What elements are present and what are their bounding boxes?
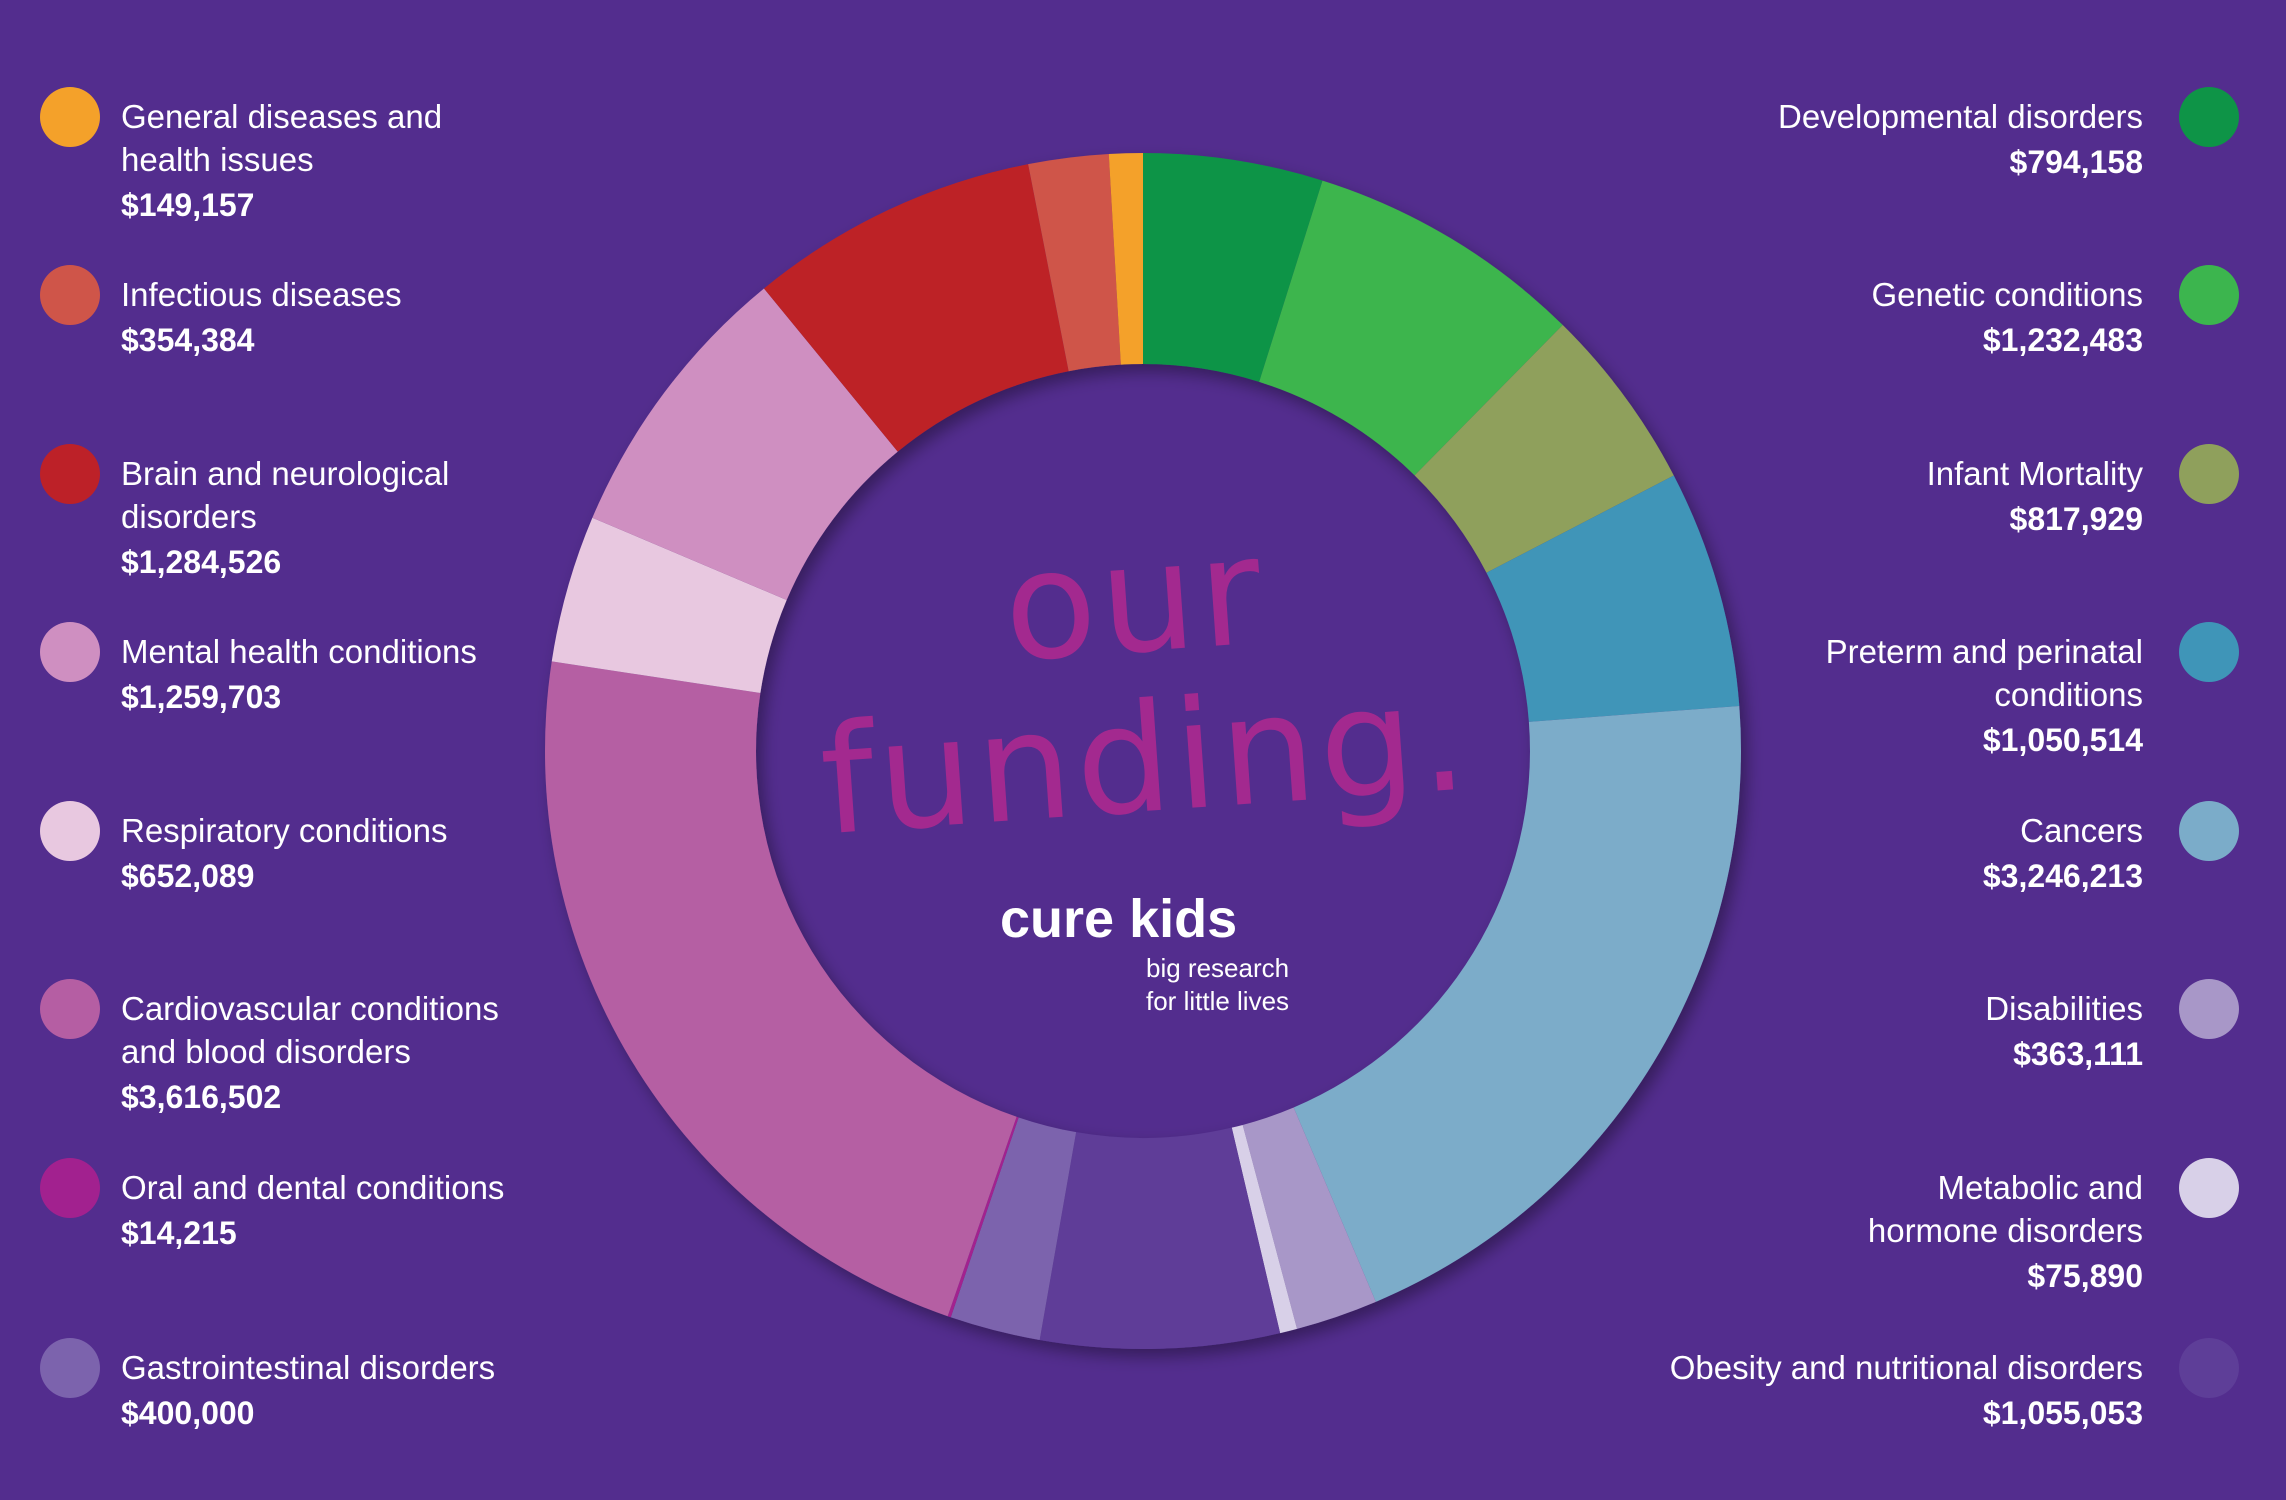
legend-value: $1,259,703 [121, 679, 282, 715]
legend-label: Brain and neurological disorders [121, 455, 450, 535]
legend-swatch [2179, 265, 2239, 325]
legend-value: $75,890 [2027, 1258, 2143, 1294]
legend-label: Disabilities [1985, 990, 2143, 1027]
donut-segment [763, 164, 1069, 452]
legend-swatch [40, 979, 100, 1039]
legend-item: Respiratory conditions $652,089 [121, 809, 741, 895]
legend-swatch [40, 801, 100, 861]
legend-label: Infectious diseases [121, 276, 402, 313]
legend-swatch [40, 1158, 100, 1218]
legend-label: Mental health conditions [121, 633, 477, 670]
donut-segment [1242, 1107, 1376, 1329]
legend-item: Obesity and nutritional disorders $1,055,… [1523, 1346, 2143, 1432]
legend-item: General diseases and health issues $149,1… [121, 95, 741, 224]
legend-swatch [40, 1338, 100, 1398]
legend-swatch [2179, 979, 2239, 1039]
donut-segment [947, 1116, 1019, 1318]
donut-segment [1108, 153, 1143, 365]
legend-value: $652,089 [121, 858, 255, 894]
legend-item: Genetic conditions $1,232,483 [1523, 273, 2144, 359]
legend-item: Infant Mortality $817,929 [1523, 452, 2143, 538]
legend-label: Genetic conditions [1871, 276, 2144, 313]
legend-swatch [2179, 444, 2239, 504]
legend-swatch [40, 265, 100, 325]
legend-value: $1,055,053 [1982, 1395, 2143, 1431]
legend-value: $794,158 [2009, 144, 2143, 180]
legend-swatch [2179, 87, 2239, 147]
donut-segment [592, 288, 898, 601]
ring [544, 153, 1741, 1349]
legend-swatch [40, 87, 100, 147]
donut-segment [1259, 180, 1563, 476]
legend-value: $3,616,502 [121, 1079, 282, 1115]
legend-item: Disabilities $363,111 [1523, 987, 2143, 1073]
legend-swatch [2179, 622, 2239, 682]
legend-item: Gastrointestinal disorders $400,000 [121, 1346, 741, 1432]
legend-value: $149,157 [121, 187, 255, 223]
legend-label: General diseases and health issues [121, 98, 443, 178]
legend-label: Gastrointestinal disorders [121, 1349, 496, 1386]
tagline: big research for little lives [1146, 953, 1290, 1016]
legend-item: Infectious diseases $354,384 [121, 273, 741, 359]
legend-label: Obesity and nutritional disorders [1669, 1349, 2143, 1386]
legend-label: Respiratory conditions [121, 812, 448, 849]
legend-swatch [2179, 801, 2239, 861]
legend-value: $1,284,526 [121, 544, 282, 580]
legend-label: Oral and dental conditions [121, 1169, 505, 1206]
legend-item: Oral and dental conditions $14,215 [121, 1166, 741, 1252]
legend-label: Preterm and perinatal conditions [1825, 633, 2143, 713]
legend-label: Developmental disorders [1777, 98, 2143, 135]
legend-item: Brain and neurological disorders $1,284,5… [121, 452, 741, 581]
legend-item: Metabolic and hormone disorders $75,890 [1523, 1166, 2143, 1295]
donut-segment [544, 661, 1017, 1317]
legend-value: $363,111 [2013, 1036, 2143, 1072]
legend-label: Cancers [2020, 812, 2143, 849]
legend-label: Metabolic and hormone disorders [1867, 1169, 2143, 1249]
legend-value: $1,050,514 [1982, 722, 2143, 758]
donut-segment [1039, 1127, 1281, 1349]
legend-swatch [40, 444, 100, 504]
donut-segment [1028, 153, 1121, 372]
donut-segment [551, 517, 787, 694]
legend-item: Cancers $3,246,213 [1523, 809, 2143, 895]
donut-segment [1143, 153, 1323, 382]
donut-segment [1293, 705, 1741, 1302]
legend-value: $1,232,483 [1982, 322, 2143, 358]
legend-swatch [40, 622, 100, 682]
legend-item: Mental health conditions $1,259,703 [121, 630, 741, 716]
logo: cure kids [1000, 889, 1238, 949]
legend-value: $817,929 [2009, 501, 2143, 537]
donut-segment [1414, 325, 1674, 573]
legend-label: Infant Mortality [1926, 455, 2143, 492]
donut-segment [950, 1117, 1077, 1341]
legend-item: Cardiovascular conditions and blood diso… [121, 987, 741, 1116]
legend-item: Developmental disorders $794,158 [1523, 95, 2143, 181]
legend-value: $400,000 [121, 1395, 255, 1431]
legend-label: Cardiovascular conditions and blood diso… [121, 990, 499, 1070]
donut-segment [1231, 1124, 1298, 1334]
legend-value: $14,215 [121, 1215, 237, 1251]
legend-value: $3,246,213 [1982, 858, 2143, 894]
legend-item: Preterm and perinatal conditions $1,050,5… [1523, 630, 2143, 759]
legend-value: $354,384 [121, 322, 255, 358]
legend-swatch [2179, 1338, 2239, 1398]
donut-segment [1486, 475, 1740, 722]
legend-swatch [2179, 1158, 2239, 1218]
center-title: our funding. [815, 504, 1476, 870]
